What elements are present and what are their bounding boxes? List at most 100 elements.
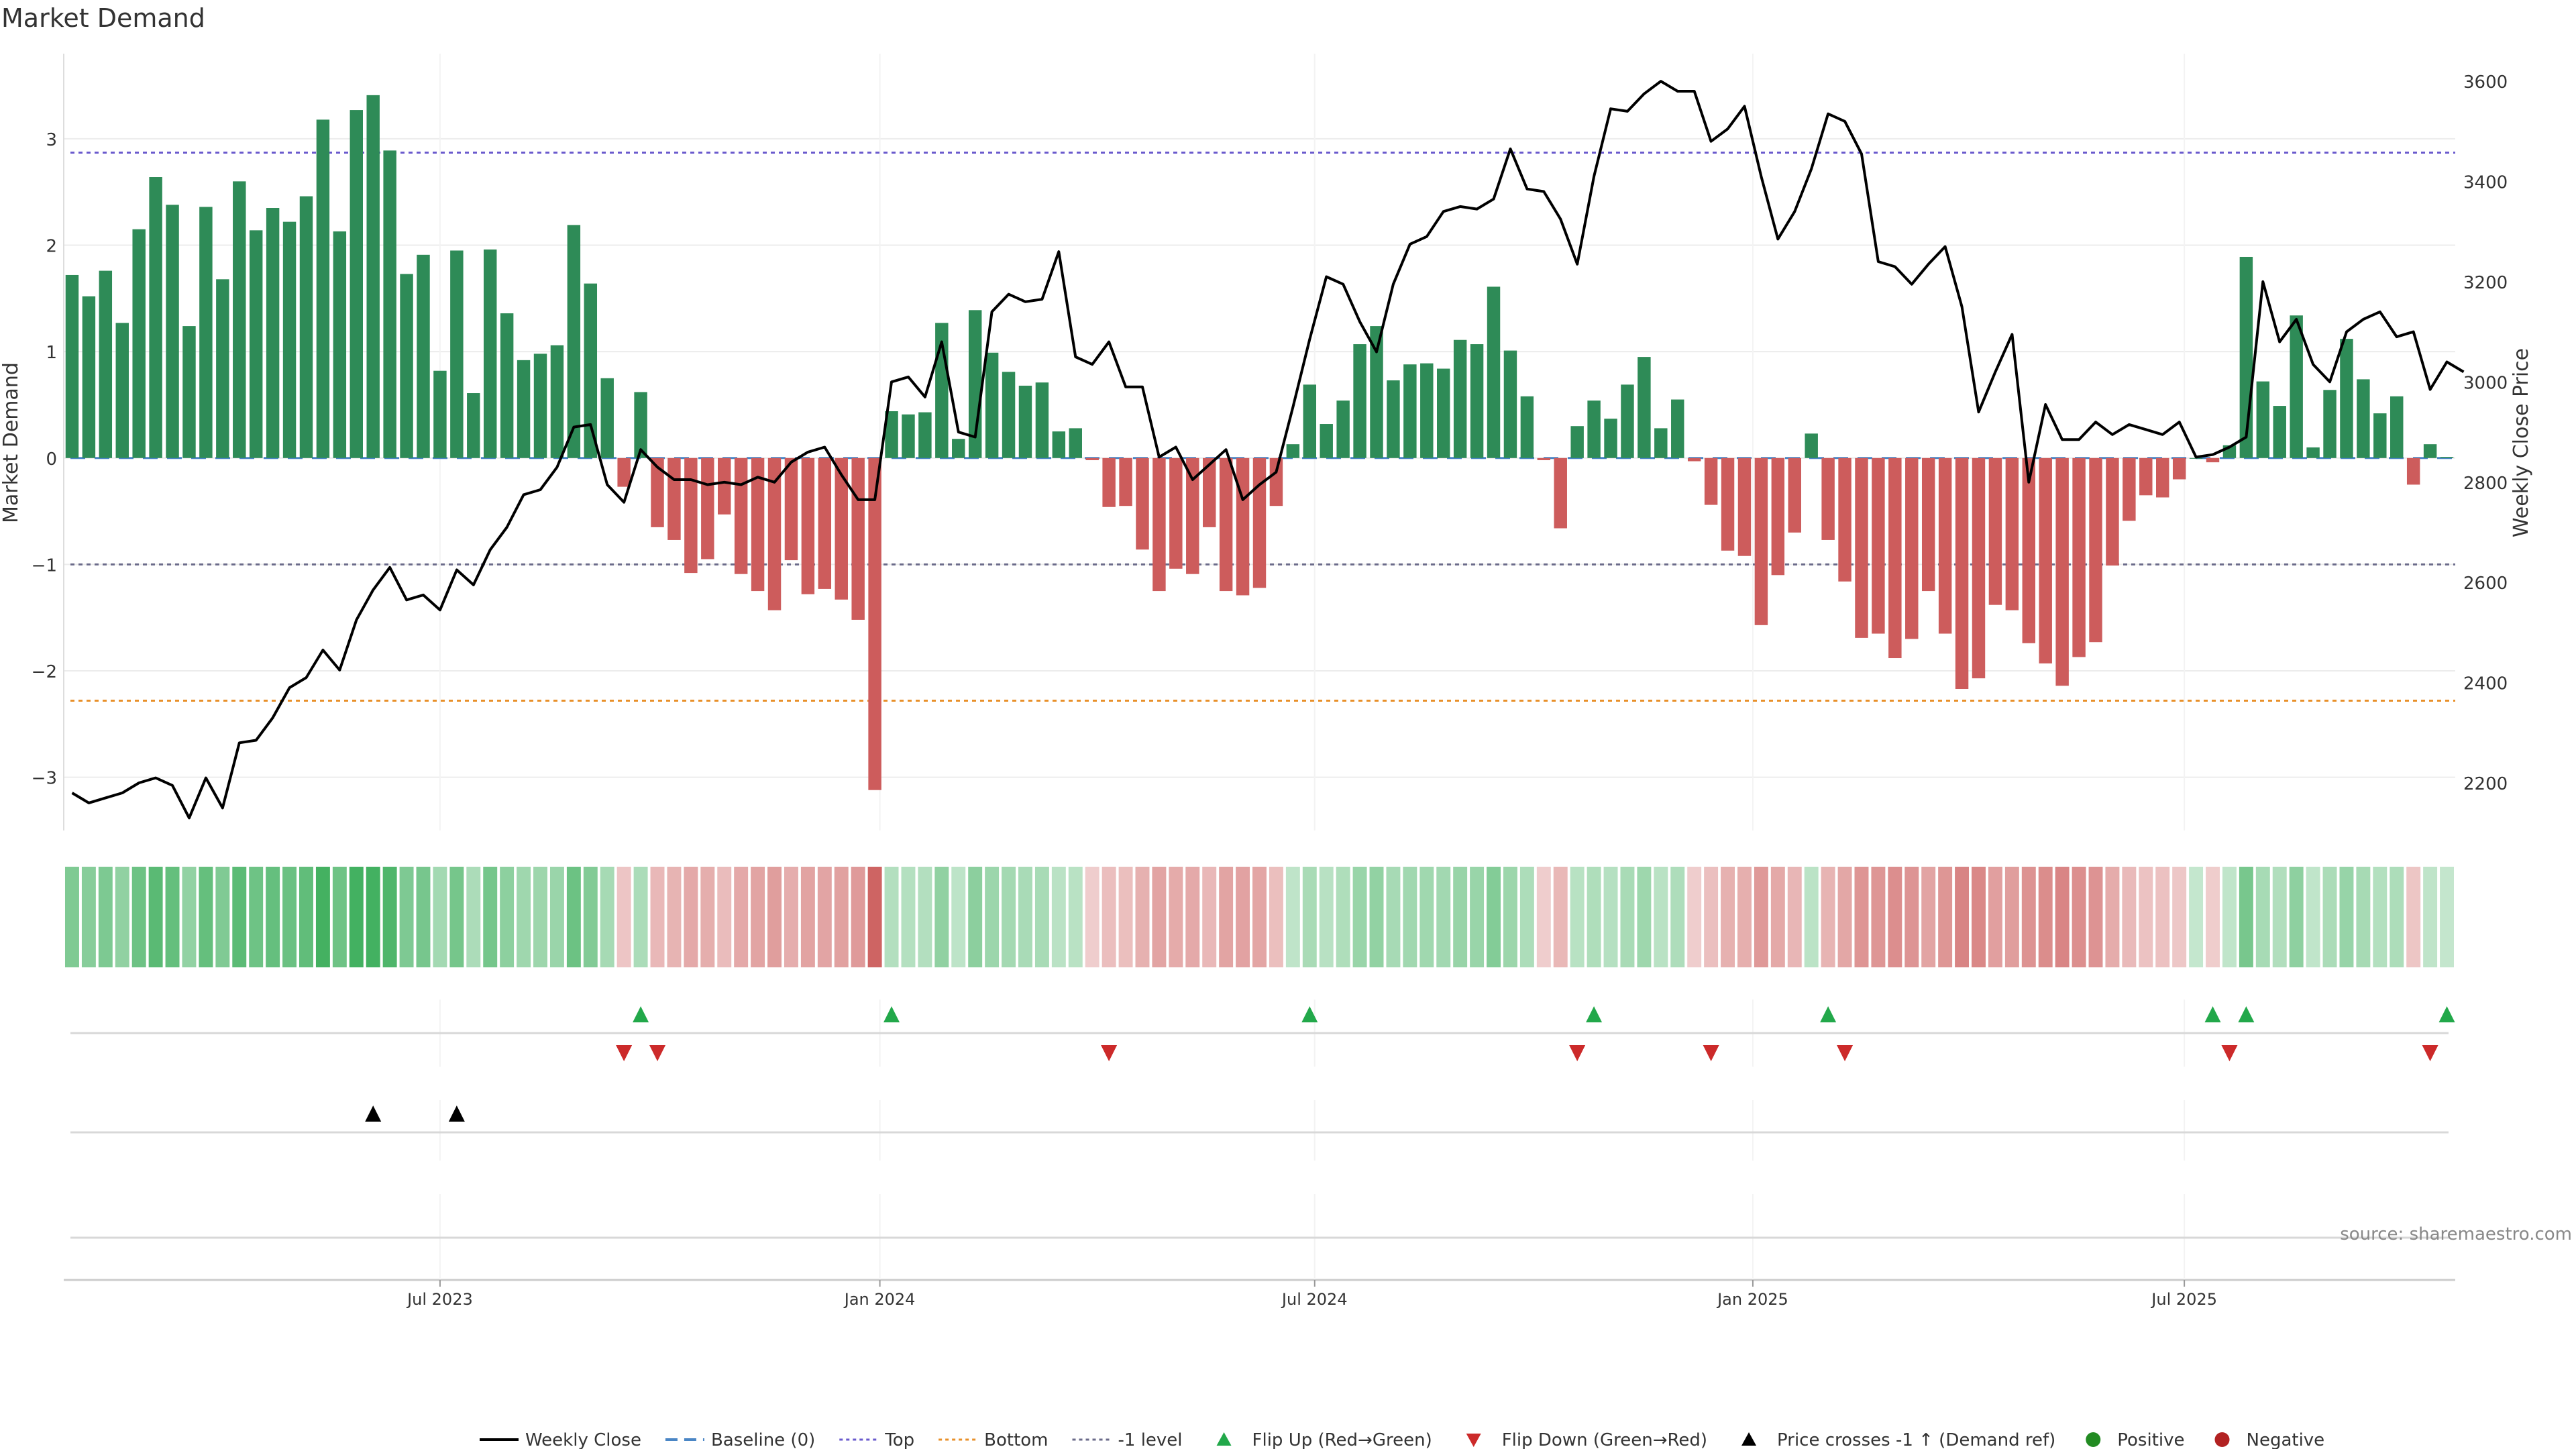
demand-bar xyxy=(567,225,581,458)
heat-cell xyxy=(2004,867,2019,967)
demand-bar xyxy=(2423,444,2437,458)
heat-cell xyxy=(700,867,715,967)
demand-bar xyxy=(1085,458,1099,460)
heat-cell xyxy=(249,867,264,967)
flip-down-marker xyxy=(2221,1045,2238,1061)
heat-cell xyxy=(1319,867,1334,967)
demand-bar xyxy=(584,283,598,458)
heat-cell xyxy=(1804,867,1819,967)
demand-bar xyxy=(851,458,865,620)
flip-up-marker xyxy=(2438,1006,2455,1022)
demand-bar xyxy=(1838,458,1851,582)
demand-bar xyxy=(1420,363,1434,458)
demand-bar xyxy=(1236,458,1250,596)
flip-down-marker xyxy=(1837,1045,1854,1061)
heat-cell xyxy=(2139,867,2153,967)
heat-cell xyxy=(2055,867,2070,967)
heat-cell xyxy=(2390,867,2404,967)
heat-cell xyxy=(951,867,966,967)
legend-item: Flip Down (Green→Red) xyxy=(1466,1430,1707,1449)
demand-bar xyxy=(1303,384,1317,458)
price-cross-marker xyxy=(448,1106,465,1122)
demand-bar xyxy=(517,360,531,458)
heat-cell xyxy=(315,867,330,967)
demand-bar xyxy=(1972,458,1986,679)
demand-bar xyxy=(2206,458,2220,463)
demand-bar xyxy=(1403,364,1417,458)
demand-bar xyxy=(1737,458,1752,556)
heat-cell xyxy=(1369,867,1384,967)
demand-bar xyxy=(1353,344,1366,458)
demand-bar xyxy=(2139,458,2153,496)
heat-cell xyxy=(2021,867,2036,967)
heat-cell xyxy=(2255,867,2270,967)
empty-signal-panel xyxy=(70,1194,2449,1278)
legend-label: Flip Down (Green→Red) xyxy=(1502,1430,1707,1449)
heat-cell xyxy=(232,867,247,967)
heat-cell xyxy=(684,867,698,967)
heat-cell xyxy=(2356,867,2371,967)
demand-bar xyxy=(1638,357,1651,458)
heat-cell xyxy=(382,867,397,967)
demand-bar xyxy=(333,231,347,458)
legend-item: Price crosses -1 ↑ (Demand ref) xyxy=(1741,1430,2055,1449)
y2-tick-label: 2800 xyxy=(2463,474,2508,494)
heat-cell xyxy=(533,867,547,967)
demand-bar xyxy=(433,370,447,458)
weekly-close-line xyxy=(71,80,2465,820)
heat-cell xyxy=(1654,867,1668,967)
demand-bar xyxy=(2440,457,2454,458)
demand-bar xyxy=(233,181,246,458)
heat-cell xyxy=(2239,867,2253,967)
demand-bar xyxy=(1336,400,1350,458)
demand-bar xyxy=(2357,379,2370,458)
heat-cell xyxy=(1670,867,1685,967)
legend-label: Baseline (0) xyxy=(711,1430,815,1449)
heat-cell xyxy=(985,867,1000,967)
demand-bar xyxy=(1938,458,1952,634)
heat-cell xyxy=(1085,867,1099,967)
x-axis: Jul 2023 Jan 2024 Jul 2024 Jan 2025 Jul 2025 xyxy=(64,1279,2455,1309)
heat-cell xyxy=(433,867,447,967)
demand-bar xyxy=(801,458,815,594)
demand-bar xyxy=(1805,433,1818,458)
heat-cell xyxy=(1202,867,1217,967)
heat-cell xyxy=(165,867,180,967)
x-tick-label: Jan 2024 xyxy=(843,1290,916,1309)
heat-cell xyxy=(266,867,280,967)
heat-cell xyxy=(2172,867,2187,967)
source-note: source: sharemaestro.com xyxy=(2340,1224,2572,1244)
heat-cell xyxy=(2222,867,2237,967)
y-tick-label: −1 xyxy=(32,555,57,576)
demand-bar xyxy=(1570,426,1584,458)
demand-bar xyxy=(1921,458,1935,592)
heat-cell xyxy=(2289,867,2304,967)
demand-bar xyxy=(2406,458,2420,485)
legend-item: Weekly Close xyxy=(480,1430,641,1449)
legend-item: Bottom xyxy=(938,1430,1049,1449)
heat-cell xyxy=(1955,867,1970,967)
heat-cell xyxy=(115,867,129,967)
heat-cell xyxy=(1536,867,1551,967)
flip-down-marker xyxy=(1569,1045,1586,1061)
heat-cell xyxy=(616,867,631,967)
demand-bar xyxy=(2072,458,2086,657)
heat-cell xyxy=(1519,867,1534,967)
heat-cell xyxy=(1754,867,1768,967)
flip-up-marker xyxy=(1586,1006,1603,1022)
demand-bar xyxy=(701,458,714,559)
heat-cell xyxy=(1904,867,1919,967)
chart-title: Market Demand xyxy=(1,3,205,33)
demand-bar xyxy=(115,323,129,458)
demand-bar xyxy=(918,412,932,458)
demand-bar xyxy=(383,150,396,458)
heat-cell xyxy=(1487,867,1501,967)
demand-bar xyxy=(1537,458,1551,460)
y-tick-label: 0 xyxy=(46,449,57,470)
demand-bar xyxy=(1988,458,2002,605)
demand-bar xyxy=(483,249,497,458)
price-line-group xyxy=(71,80,2465,820)
legend-item: Baseline (0) xyxy=(665,1430,815,1449)
legend-item: -1 level xyxy=(1072,1430,1183,1449)
legend-swatch xyxy=(1216,1432,1232,1446)
